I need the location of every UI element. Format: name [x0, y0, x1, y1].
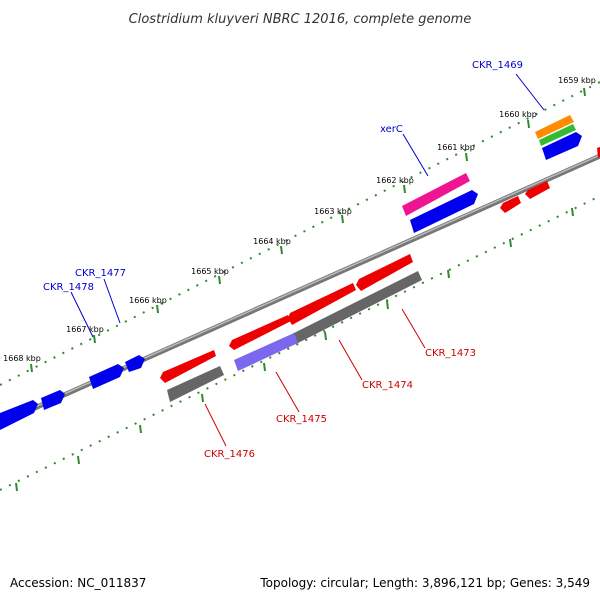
- kbp-label: 1667 kbp: [66, 325, 104, 334]
- outer-tick-track: [0, 81, 600, 386]
- major-tick: [77, 455, 80, 465]
- gene-arrow[interactable]: [410, 190, 478, 233]
- gene-arrow[interactable]: [402, 173, 470, 216]
- gene-label-xerc[interactable]: xerC: [380, 124, 403, 135]
- kbp-label: 1668 kbp: [3, 354, 41, 363]
- gene-arrow[interactable]: [597, 147, 600, 158]
- gene-label-ckr1475[interactable]: CKR_1475: [276, 414, 327, 425]
- major-tick: [263, 362, 266, 372]
- major-tick: [341, 214, 344, 224]
- major-tick: [509, 238, 512, 248]
- reverse-genes: [160, 147, 600, 383]
- gene-arrow[interactable]: [500, 196, 521, 213]
- gene-arrow[interactable]: [356, 254, 413, 291]
- major-tick: [527, 119, 530, 129]
- gene-label-ckr1476[interactable]: CKR_1476: [204, 449, 255, 460]
- major-tick: [93, 334, 96, 344]
- major-tick: [139, 424, 142, 434]
- leader-ckr1478: [70, 291, 94, 338]
- leader-ckr1475: [275, 371, 300, 413]
- gene-label-ckr1474[interactable]: CKR_1474: [362, 380, 413, 391]
- major-tick: [156, 304, 159, 314]
- topology-text: Topology: circular; Length: 3,896,121 bp…: [260, 576, 590, 590]
- gene-arrow[interactable]: [542, 132, 582, 160]
- major-tick: [280, 245, 283, 255]
- kbp-label: 1666 kbp: [129, 296, 167, 305]
- kbp-label: 1664 kbp: [253, 237, 291, 246]
- kbp-label: 1661 kbp: [437, 143, 475, 152]
- accession-text: Accession: NC_011837: [10, 576, 147, 590]
- gene-arrow[interactable]: [292, 271, 422, 344]
- kbp-label: 1660 kbp: [499, 110, 537, 119]
- gene-arrow[interactable]: [167, 366, 224, 402]
- gene-arrow[interactable]: [41, 390, 65, 410]
- major-tick: [571, 207, 574, 217]
- major-tick: [583, 87, 586, 97]
- gene-arrow[interactable]: [89, 364, 124, 389]
- major-tick: [386, 300, 389, 310]
- major-tick: [218, 275, 221, 285]
- gene-arrow[interactable]: [160, 350, 216, 383]
- label-leaders: [70, 73, 545, 447]
- gene-arrow[interactable]: [539, 124, 576, 146]
- leader-xerc: [402, 133, 429, 177]
- leader-ckr1477: [103, 278, 121, 324]
- gene-arrow[interactable]: [525, 181, 550, 199]
- leader-ckr1476: [204, 403, 227, 447]
- major-tick: [447, 269, 450, 279]
- major-ticks: [15, 87, 586, 492]
- map-title: Clostridium kluyveri NBRC 12016, complet…: [129, 12, 472, 27]
- gene-label-ckr1473[interactable]: CKR_1473: [425, 348, 476, 359]
- forward-genes: [0, 132, 582, 430]
- gene-label-ckr1469[interactable]: CKR_1469: [472, 60, 523, 71]
- kbp-label: 1659 kbp: [558, 76, 596, 85]
- gene-label-ckr1477[interactable]: CKR_1477: [75, 268, 126, 279]
- gene-arrow[interactable]: [234, 333, 298, 371]
- kbp-label: 1662 kbp: [376, 176, 414, 185]
- leader-ckr1474: [338, 339, 363, 381]
- kbp-label: 1663 kbp: [314, 207, 352, 216]
- inner-tick-track: [0, 195, 600, 491]
- kbp-label: 1665 kbp: [191, 267, 229, 276]
- major-tick: [324, 331, 327, 341]
- grey-genes: [167, 271, 422, 402]
- leader-ckr1469: [515, 73, 545, 111]
- gene-label-ckr1478[interactable]: CKR_1478: [43, 282, 94, 293]
- gene-arrow[interactable]: [0, 400, 38, 430]
- major-tick: [403, 184, 406, 194]
- gene-arrow[interactable]: [288, 283, 356, 325]
- major-tick: [465, 152, 468, 162]
- major-tick: [30, 363, 33, 373]
- gene-arrow[interactable]: [535, 115, 574, 139]
- major-tick: [201, 393, 204, 403]
- major-tick: [15, 482, 18, 492]
- kbp-labels: 1659 kbp 1660 kbp 1661 kbp 1662 kbp 1663 kbp…: [3, 76, 596, 363]
- gene-arrow[interactable]: [229, 315, 291, 350]
- leader-ckr1473: [401, 308, 426, 349]
- gene-arrow[interactable]: [125, 355, 145, 372]
